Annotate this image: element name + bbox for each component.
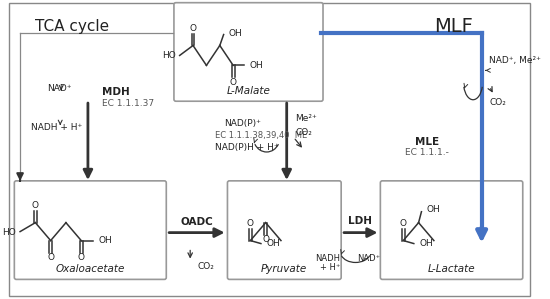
Text: MLE: MLE [415, 137, 439, 147]
Text: LDH: LDH [348, 216, 372, 226]
Text: NAD⁺: NAD⁺ [47, 84, 72, 93]
Text: NADH: NADH [315, 254, 340, 263]
Text: OH: OH [267, 239, 280, 248]
Text: OH: OH [420, 239, 433, 248]
Text: O: O [190, 24, 196, 33]
Text: Me²⁺: Me²⁺ [295, 114, 317, 123]
Text: O: O [78, 253, 85, 262]
Text: NAD⁺, Me²⁺: NAD⁺, Me²⁺ [490, 56, 541, 65]
FancyBboxPatch shape [9, 3, 530, 296]
Text: CO₂: CO₂ [295, 128, 312, 137]
Text: EC 1.1.1.37: EC 1.1.1.37 [102, 99, 155, 108]
Text: OH: OH [228, 29, 242, 38]
FancyBboxPatch shape [174, 3, 323, 101]
FancyBboxPatch shape [228, 181, 341, 279]
Text: CO₂: CO₂ [490, 98, 506, 107]
Text: HO: HO [3, 228, 16, 237]
Text: OADC: OADC [180, 217, 213, 227]
Text: CO₂: CO₂ [198, 262, 214, 271]
Text: NAD⁺: NAD⁺ [358, 254, 381, 263]
Text: TCA cycle: TCA cycle [35, 19, 109, 33]
Text: Pyruvate: Pyruvate [261, 264, 307, 274]
Text: MDH: MDH [102, 87, 130, 97]
Text: NAD(P)H + H⁺: NAD(P)H + H⁺ [215, 143, 279, 152]
Text: O: O [32, 201, 39, 210]
Text: OH: OH [426, 205, 440, 214]
Text: MLF: MLF [434, 17, 474, 36]
Text: OH: OH [98, 236, 112, 245]
Text: L-Malate: L-Malate [227, 86, 271, 96]
Text: EC 1.1.1.-: EC 1.1.1.- [405, 149, 449, 158]
FancyBboxPatch shape [14, 181, 166, 279]
Text: + H⁺: + H⁺ [320, 263, 340, 272]
FancyBboxPatch shape [381, 181, 522, 279]
Text: O: O [47, 253, 54, 262]
Text: O: O [400, 219, 407, 228]
Text: EC 1.1.1.38,39,40  ME: EC 1.1.1.38,39,40 ME [215, 131, 307, 140]
Text: Oxaloacetate: Oxaloacetate [56, 264, 125, 274]
Text: L-Lactate: L-Lactate [428, 264, 475, 274]
Text: NADH + H⁺: NADH + H⁺ [31, 123, 82, 132]
Text: OH: OH [250, 61, 263, 70]
Text: O: O [230, 78, 236, 87]
Text: O: O [247, 219, 254, 228]
Text: HO: HO [162, 51, 176, 60]
Text: NAD(P)⁺: NAD(P)⁺ [224, 119, 261, 128]
Text: O: O [262, 235, 269, 244]
